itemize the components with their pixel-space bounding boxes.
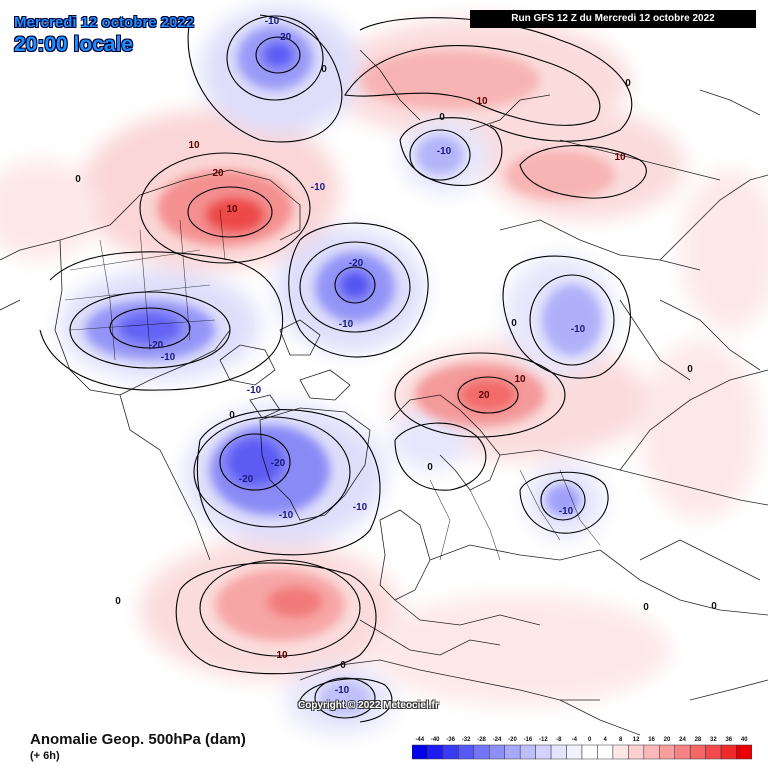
color-scale-tick: 8 — [619, 737, 623, 743]
contour-label: -10 — [335, 685, 350, 696]
contour-label: 0 — [340, 660, 346, 671]
anomaly-contours — [39, 14, 647, 723]
color-scale-swatch — [659, 744, 675, 760]
contour-label: -20 — [349, 258, 364, 269]
anomaly-shading — [0, 5, 768, 735]
color-scale-tick: 24 — [679, 737, 686, 743]
color-scale-tick: 28 — [695, 737, 702, 743]
contour-label: -10 — [437, 146, 452, 157]
color-scale-swatch — [442, 744, 459, 760]
contour-label: 0 — [439, 112, 445, 123]
contour-label: 10 — [514, 374, 526, 385]
color-scale-swatch — [427, 744, 444, 760]
contour-labels: -10 -20 -10 -20 -10 -20 -10 -10 -10 -20 … — [75, 16, 717, 696]
color-scale-swatch — [612, 744, 629, 760]
contour-label: -10 — [265, 16, 280, 27]
forecast-date: Mercredi 12 octobre 2022 — [14, 14, 195, 31]
contour-label: 10 — [614, 152, 626, 163]
color-scale-tick: -16 — [524, 737, 533, 743]
forecast-time: 20:00 locale — [14, 33, 134, 56]
color-scale-swatch — [705, 744, 722, 760]
color-scale-swatch — [628, 744, 645, 760]
run-info: Run GFS 12 Z du Mercredi 12 octobre 2022 — [470, 10, 756, 28]
color-scale-swatch — [566, 744, 583, 760]
color-scale-swatch — [412, 744, 428, 760]
copyright-notice: Copyright © 2022 Meteociel.fr — [298, 700, 439, 711]
contour-label: 20 — [478, 390, 490, 401]
anomaly-cores — [85, 26, 615, 716]
contour-label: 0 — [115, 596, 121, 607]
color-scale: -44 -40 -36 -32 -28 -24 -20 -16 -12 -8 -4 0 4 8 12 16 20… — [412, 737, 752, 760]
contour-label: 0 — [511, 318, 517, 329]
color-scale-swatch — [643, 744, 660, 760]
contour-label: 0 — [711, 601, 717, 612]
contour-label: -10 — [559, 506, 574, 517]
color-scale-tick: -24 — [493, 737, 502, 743]
contour-label: -20 — [277, 32, 292, 43]
contour-label: -10 — [339, 319, 354, 330]
coastlines — [0, 49, 768, 736]
contour-label: 10 — [188, 140, 200, 151]
color-scale-swatch — [519, 744, 536, 760]
color-scale-swatch — [550, 744, 567, 760]
contour-label: 10 — [276, 650, 288, 661]
contour-label: 0 — [687, 364, 693, 375]
color-scale-tick: 20 — [664, 737, 671, 743]
color-scale-tick: -44 — [415, 737, 424, 743]
color-scale-tick: 16 — [648, 737, 655, 743]
color-scale-swatch — [720, 744, 737, 760]
color-scale-swatch — [458, 744, 475, 760]
color-scale-tick: -32 — [462, 737, 471, 743]
contour-label: 0 — [321, 64, 327, 75]
color-scale-swatch — [736, 744, 752, 760]
color-scale-tick: 32 — [710, 737, 717, 743]
color-scale-tick: 12 — [633, 737, 640, 743]
color-scale-tick: -36 — [446, 737, 455, 743]
contour-label: -10 — [311, 182, 326, 193]
color-scale-tick: -20 — [508, 737, 517, 743]
color-scale-tick: -12 — [539, 737, 548, 743]
color-scale-tick: 0 — [588, 737, 592, 743]
contour-label: -10 — [161, 352, 176, 363]
contour-label: -10 — [247, 385, 262, 396]
product-title: Anomalie Geop. 500hPa (dam) — [30, 731, 246, 748]
contour-label: -20 — [239, 474, 254, 485]
color-scale-swatch — [689, 744, 706, 760]
contour-label: -10 — [571, 324, 586, 335]
color-scale-swatch — [535, 744, 552, 760]
color-scale-tick: -8 — [556, 737, 562, 743]
contour-label: 0 — [75, 174, 81, 185]
color-scale-tick: 40 — [741, 737, 748, 743]
color-scale-tick: 4 — [604, 737, 608, 743]
forecast-step: (+ 6h) — [30, 750, 60, 762]
contour-label: -20 — [271, 458, 286, 469]
contour-label: 10 — [476, 96, 488, 107]
contour-label: 20 — [212, 168, 224, 179]
color-scale-swatch — [581, 744, 598, 760]
contour-label: 0 — [625, 78, 631, 89]
contour-label: 10 — [226, 204, 238, 215]
color-scale-swatch — [597, 744, 614, 760]
color-scale-tick: -28 — [477, 737, 486, 743]
color-scale-swatch — [473, 744, 490, 760]
contour-label: -10 — [353, 502, 368, 513]
color-scale-swatch — [674, 744, 691, 760]
color-scale-swatch — [489, 744, 505, 760]
contour-label: -20 — [149, 340, 164, 351]
color-scale-tick: 36 — [725, 737, 732, 743]
contour-label: 0 — [229, 410, 235, 421]
contour-label: 0 — [427, 462, 433, 473]
contour-label: -10 — [279, 510, 294, 521]
color-scale-tick: -4 — [572, 737, 578, 743]
color-scale-swatch — [504, 744, 521, 760]
color-scale-tick: -40 — [431, 737, 440, 743]
contour-label: 0 — [643, 602, 649, 613]
